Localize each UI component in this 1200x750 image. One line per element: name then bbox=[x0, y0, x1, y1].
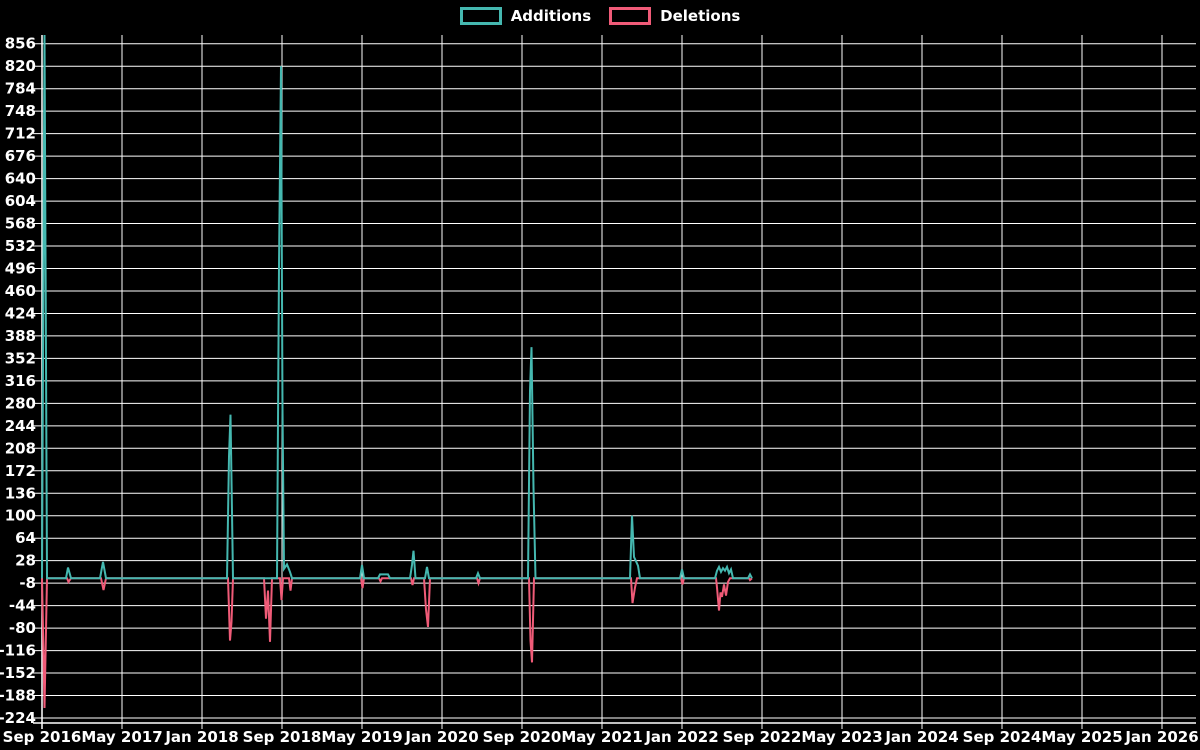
x-axis-label: Sep 2018 bbox=[243, 728, 322, 746]
legend-item-additions[interactable]: Additions bbox=[459, 7, 592, 25]
y-axis-label: -8 bbox=[19, 574, 36, 592]
x-axis-label: Sep 2020 bbox=[483, 728, 562, 746]
y-axis-label: 640 bbox=[5, 170, 36, 188]
x-axis-label: May 2019 bbox=[321, 728, 402, 746]
x-axis-label: Jan 2024 bbox=[884, 728, 958, 746]
y-axis-label: 784 bbox=[5, 80, 36, 98]
y-axis-label: 424 bbox=[5, 304, 36, 322]
chart-legend: Additions Deletions bbox=[0, 7, 1200, 25]
y-axis-label: 316 bbox=[5, 372, 36, 390]
y-axis-label: 856 bbox=[5, 35, 36, 53]
y-axis-label: 280 bbox=[5, 394, 36, 412]
y-axis-label: 676 bbox=[5, 147, 36, 165]
deletions-swatch bbox=[609, 7, 652, 25]
y-axis-label: 64 bbox=[15, 529, 36, 547]
y-axis-label: 172 bbox=[5, 462, 36, 480]
y-axis-label: -80 bbox=[9, 619, 36, 637]
y-axis-label: -116 bbox=[0, 642, 36, 660]
y-axis-label: 100 bbox=[5, 507, 36, 525]
deletions-line bbox=[41, 577, 753, 709]
y-axis-label: 28 bbox=[15, 552, 36, 570]
x-axis-label: May 2025 bbox=[1041, 728, 1122, 746]
x-axis-label: Jan 2018 bbox=[164, 728, 238, 746]
x-axis-label: May 2023 bbox=[801, 728, 882, 746]
additions-swatch bbox=[459, 7, 502, 25]
x-axis-label: Sep 2024 bbox=[963, 728, 1042, 746]
x-axis-label: Jan 2022 bbox=[644, 728, 718, 746]
y-axis-label: 604 bbox=[5, 192, 36, 210]
legend-label-additions: Additions bbox=[510, 7, 592, 25]
y-axis-label: 712 bbox=[5, 125, 36, 143]
y-axis-label: 820 bbox=[5, 57, 36, 75]
y-axis-label: 496 bbox=[5, 259, 36, 277]
y-axis-label: -224 bbox=[0, 709, 36, 727]
additions-line bbox=[41, 34, 753, 580]
y-axis-label: -152 bbox=[0, 664, 36, 682]
legend-label-deletions: Deletions bbox=[660, 7, 741, 25]
y-axis-label: 748 bbox=[5, 102, 36, 120]
y-axis-label: 460 bbox=[5, 282, 36, 300]
x-axis-label: Sep 2022 bbox=[723, 728, 802, 746]
legend-item-deletions[interactable]: Deletions bbox=[609, 7, 740, 25]
y-axis-label: -44 bbox=[9, 597, 36, 615]
y-axis-label: -188 bbox=[0, 687, 36, 705]
y-axis-label: 568 bbox=[5, 215, 36, 233]
x-axis-label: May 2017 bbox=[81, 728, 162, 746]
y-axis-label: 208 bbox=[5, 439, 36, 457]
y-axis-label: 136 bbox=[5, 484, 36, 502]
x-axis-label: Jan 2020 bbox=[404, 728, 478, 746]
y-axis-label: 532 bbox=[5, 237, 36, 255]
y-axis-label: 244 bbox=[5, 417, 36, 435]
x-axis-label: Sep 2016 bbox=[3, 728, 82, 746]
y-axis-label: 388 bbox=[5, 327, 36, 345]
y-axis-label: 352 bbox=[5, 349, 36, 367]
x-axis-label: May 2021 bbox=[561, 728, 642, 746]
x-axis-label: Jan 2026 bbox=[1124, 728, 1198, 746]
